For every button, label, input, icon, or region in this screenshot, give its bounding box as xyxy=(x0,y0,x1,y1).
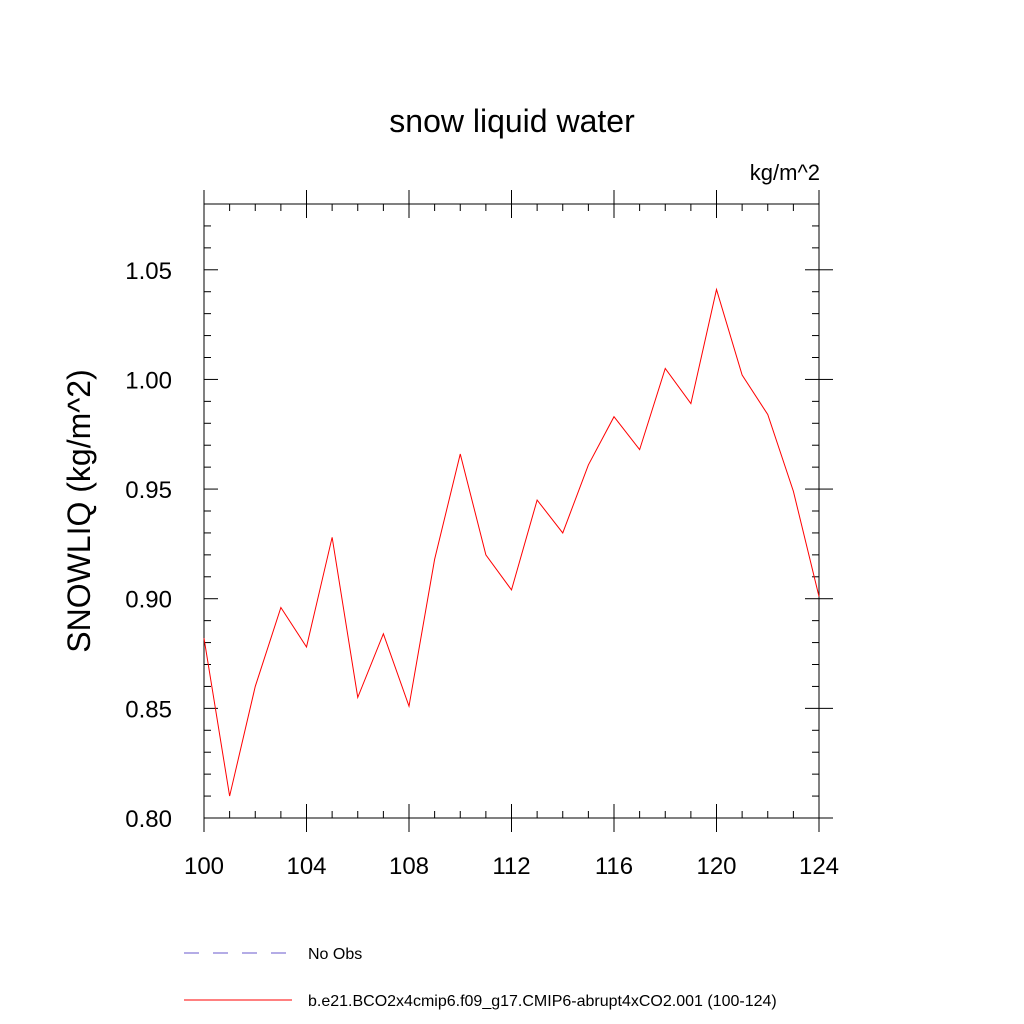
x-tick-label: 112 xyxy=(492,853,530,880)
axis-tick-labels: 100 104 108 112 116 120 124 0.80 0.85 0.90 0.95 1.0… xyxy=(125,258,839,880)
y-tick-label: 0.90 xyxy=(125,587,172,614)
units-label: kg/m^2 xyxy=(750,160,820,185)
x-tick-label: 116 xyxy=(595,853,633,880)
legend: No Obs b.e21.BCO2x4cmip6.f09_g17.CMIP6-ab… xyxy=(184,946,777,1010)
legend-label: No Obs xyxy=(308,946,362,963)
legend-label: b.e21.BCO2x4cmip6.f09_g17.CMIP6-abrupt4x… xyxy=(308,993,777,1010)
y-tick-label: 0.80 xyxy=(125,806,172,833)
axis-ticks xyxy=(203,190,833,832)
series-line xyxy=(203,287,820,797)
y-tick-label: 1.00 xyxy=(125,367,172,394)
series-layer xyxy=(203,287,820,797)
y-axis-label: SNOWLIQ (kg/m^2) xyxy=(61,369,97,652)
x-tick-label: 108 xyxy=(389,853,429,880)
plot-frame xyxy=(203,203,820,819)
x-tick-label: 120 xyxy=(696,853,736,880)
x-tick-label: 100 xyxy=(184,853,224,880)
chart-title: snow liquid water xyxy=(389,103,635,139)
y-tick-label: 0.95 xyxy=(125,477,172,504)
y-tick-label: 0.85 xyxy=(125,696,172,723)
x-tick-label: 104 xyxy=(286,853,326,880)
x-tick-label: 124 xyxy=(799,853,839,880)
y-tick-label: 1.05 xyxy=(125,258,172,285)
